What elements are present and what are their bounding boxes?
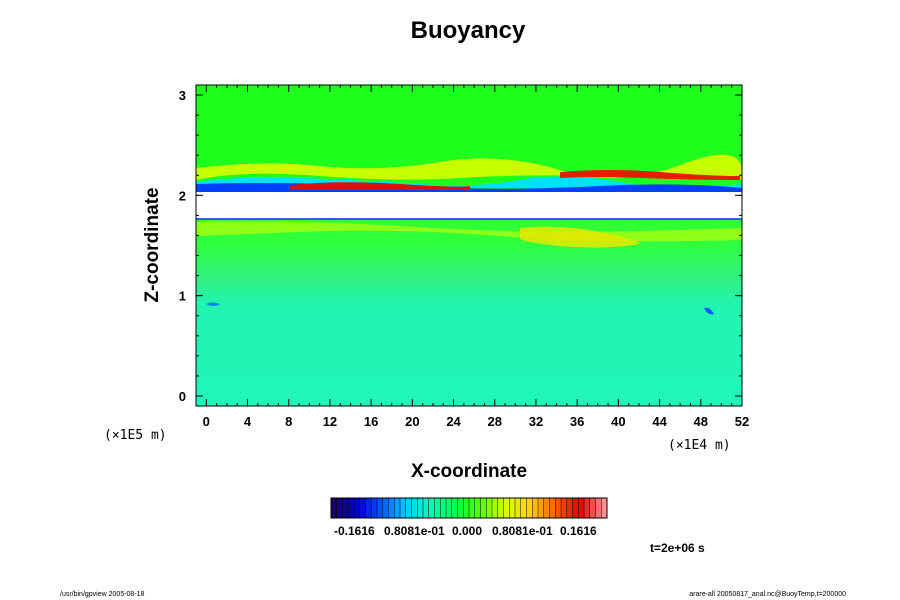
y-tick-label: 0 <box>179 389 186 404</box>
colorbar-cell <box>411 498 418 518</box>
footer-right: arare-all 20050817_anal.nc@BuoyTemp,t=20… <box>689 591 846 598</box>
colorbar-tick-label: 0.1616 <box>560 524 597 538</box>
colorbar-cell <box>474 498 481 518</box>
time-label: t=2e+06 s <box>650 541 705 555</box>
colorbar-cell <box>451 498 458 518</box>
colorbar-cell <box>336 498 343 518</box>
x-tick-label: 44 <box>652 414 667 429</box>
x-tick-label: 48 <box>694 414 708 429</box>
colorbar-cell <box>469 498 476 518</box>
blue-spot-left <box>206 302 220 306</box>
colorbar-cell <box>405 498 412 518</box>
colorbar-cell <box>394 498 401 518</box>
plot-area <box>196 85 742 406</box>
colorbar-cell <box>388 498 395 518</box>
colorbar-ticks: -0.1616 0.8081e-01 0.000 0.8081e-01 0.16… <box>334 524 597 538</box>
colorbar-cell <box>423 498 430 518</box>
colorbar-cell <box>382 498 389 518</box>
chart-title: Buoyancy <box>411 17 526 44</box>
colorbar-cell <box>566 498 573 518</box>
colorbar-cell <box>578 498 585 518</box>
x-tick-label: 0 <box>203 414 210 429</box>
lower-yellow-patch <box>520 226 640 248</box>
x-tick-label: 28 <box>488 414 502 429</box>
colorbar-cell <box>509 498 516 518</box>
colorbar-tick-label: 0.8081e-01 <box>384 524 445 538</box>
x-tick-label: 36 <box>570 414 584 429</box>
colorbar-cell <box>400 498 407 518</box>
colorbar-cell <box>497 498 504 518</box>
colorbar-cell <box>428 498 435 518</box>
y-tick-label: 2 <box>179 188 186 203</box>
colorbar-frame <box>330 497 608 519</box>
colorbar-cell <box>555 498 562 518</box>
upper-red-streak <box>288 182 470 190</box>
x-tick-label: 52 <box>735 414 749 429</box>
footer-left: /usr/bin/gpview 2005-08-18 <box>60 591 145 598</box>
colorbar-cell <box>515 498 522 518</box>
y-tick-label: 1 <box>179 289 186 304</box>
colorbar-tick-label: 0.8081e-01 <box>492 524 553 538</box>
colorbar-cell <box>377 498 384 518</box>
colorbar-tick-label: 0.000 <box>452 524 482 538</box>
colorbar-cell <box>417 498 424 518</box>
x-unit-label: (×1E4 m) <box>668 438 731 453</box>
colorbar-cell <box>457 498 464 518</box>
y-axis-label: Z-coordinate <box>142 187 163 302</box>
x-tick-label: 24 <box>446 414 461 429</box>
colorbar-cell <box>503 498 510 518</box>
colorbar-cell <box>584 498 591 518</box>
x-tick-label: 20 <box>405 414 419 429</box>
y-unit-label: (×1E5 m) <box>104 428 167 443</box>
upper-red-streak-2 <box>560 170 740 180</box>
colorbar-cell <box>348 498 355 518</box>
colorbar-tick-label: -0.1616 <box>334 524 375 538</box>
colorbar-cell <box>595 498 602 518</box>
x-tick-label: 16 <box>364 414 378 429</box>
colorbar-cell <box>543 498 550 518</box>
colorbar <box>330 497 608 519</box>
plot-frame <box>195 84 743 407</box>
colorbar-cell <box>492 498 499 518</box>
x-tick-label: 8 <box>285 414 292 429</box>
x-tick-label: 32 <box>529 414 543 429</box>
missing-data-band <box>196 192 742 219</box>
colorbar-cell <box>486 498 493 518</box>
buoyancy-field <box>196 85 742 406</box>
x-tick-label: 12 <box>323 414 337 429</box>
upper-warm-band <box>196 154 742 180</box>
colorbar-cell <box>572 498 579 518</box>
blue-spot-right <box>704 307 714 315</box>
x-axis-label: X-coordinate <box>411 461 527 482</box>
colorbar-cell <box>331 498 338 518</box>
x-tick-label: 40 <box>611 414 625 429</box>
colorbar-cell <box>342 498 349 518</box>
y-axis: 0 1 2 3 <box>179 88 742 404</box>
colorbar-cell <box>520 498 527 518</box>
colorbar-cell <box>354 498 361 518</box>
colorbar-cell <box>532 498 539 518</box>
colorbar-cell <box>371 498 378 518</box>
colorbar-cell <box>561 498 568 518</box>
colorbar-cell <box>434 498 441 518</box>
colorbar-cell <box>359 498 366 518</box>
colorbar-cell <box>365 498 372 518</box>
colorbar-cell <box>526 498 533 518</box>
colorbar-cell <box>601 498 608 518</box>
y-tick-label: 3 <box>179 88 186 103</box>
colorbar-cell <box>549 498 556 518</box>
colorbar-cell <box>463 498 470 518</box>
colorbar-cell <box>480 498 487 518</box>
colorbar-cell <box>538 498 545 518</box>
x-axis: 0 4 8 12 16 20 24 28 32 36 40 44 48 52 <box>203 85 749 429</box>
colorbar-cell <box>446 498 453 518</box>
x-tick-label: 4 <box>244 414 252 429</box>
colorbar-cell <box>440 498 447 518</box>
colorbar-cell <box>589 498 596 518</box>
